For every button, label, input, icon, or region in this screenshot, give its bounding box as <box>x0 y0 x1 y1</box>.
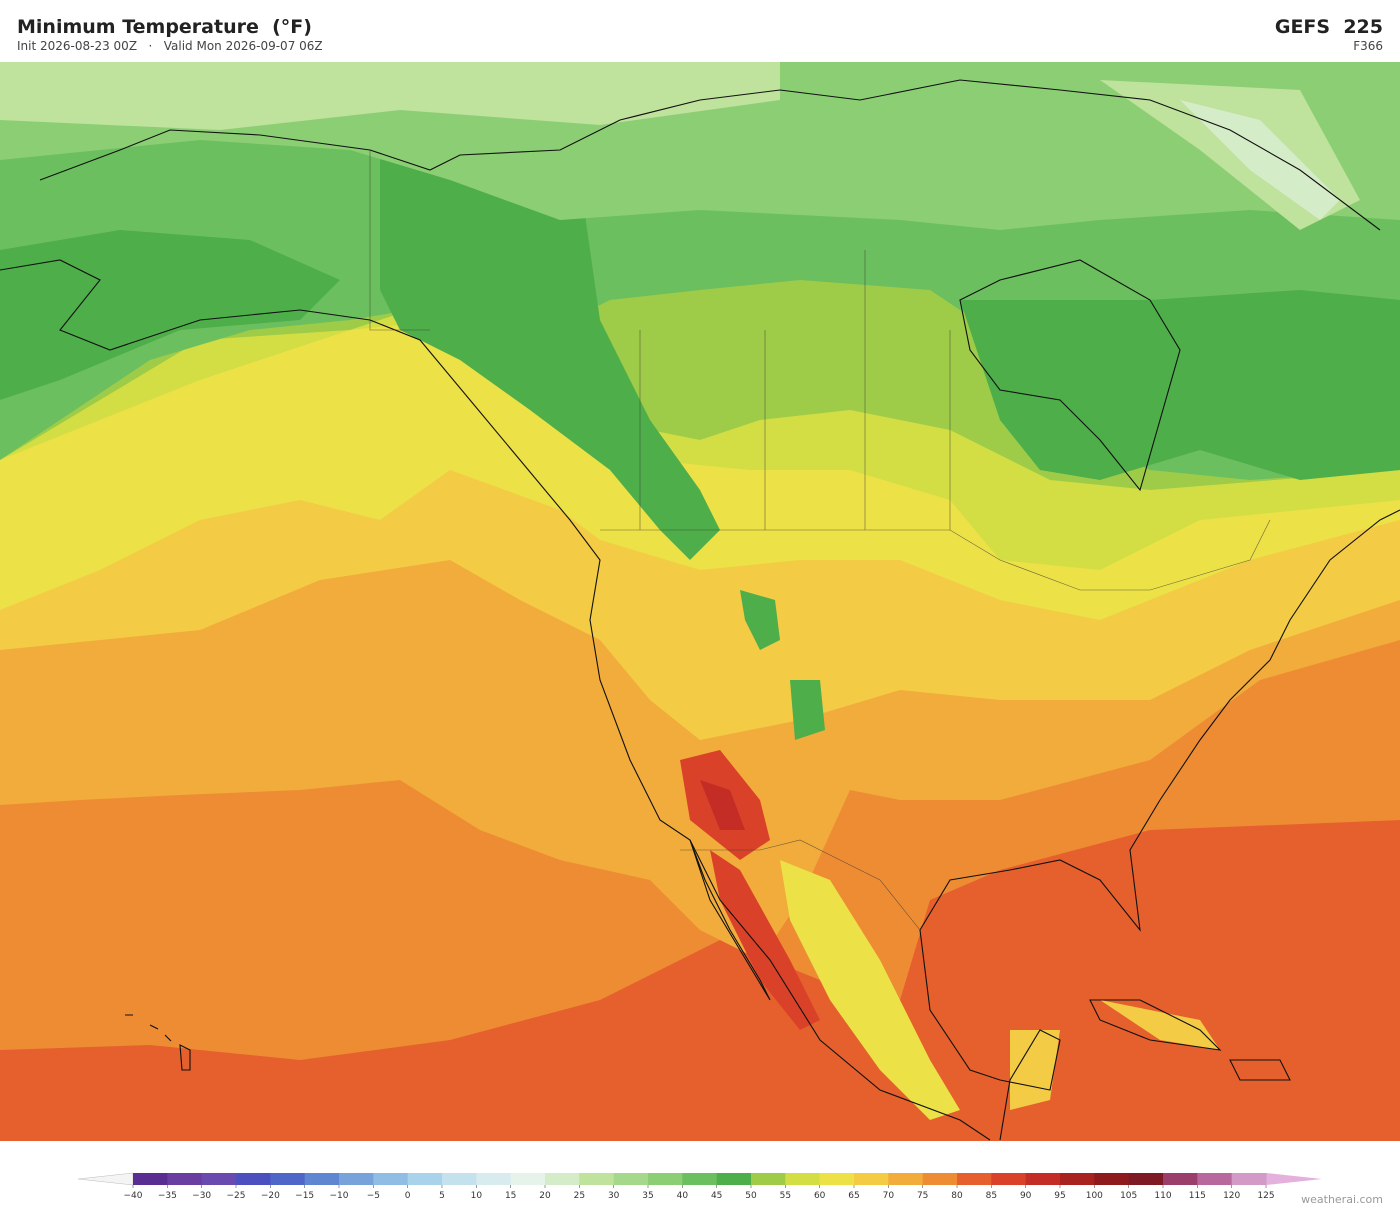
colorbar-under <box>77 1172 134 1186</box>
colorbar-bin <box>373 1173 409 1185</box>
field <box>0 62 1360 230</box>
coastline <box>919 509 1400 1141</box>
colorbar-bin <box>579 1173 615 1185</box>
colorbar-bin <box>613 1173 649 1185</box>
colorbar-bin <box>957 1173 992 1185</box>
tick-label: −5 <box>367 1191 380 1201</box>
tick-label: 70 <box>883 1191 895 1201</box>
tick-label: 10 <box>471 1191 483 1201</box>
colorbar-bin <box>236 1173 271 1185</box>
tick-label: 5 <box>439 1191 445 1201</box>
tick-label: 20 <box>539 1191 551 1201</box>
colorbar-bin <box>1197 1173 1233 1185</box>
tick-label: 95 <box>1054 1191 1065 1201</box>
title: Minimum Temperature (°F) <box>17 16 312 38</box>
colorbar-bin <box>785 1173 821 1185</box>
colorbar-bin <box>716 1173 752 1185</box>
subtitle: Init 2026-08-23 00Z · Valid Mon 2026-09-… <box>17 39 323 53</box>
tick-label: 80 <box>951 1191 963 1201</box>
forecast-hour: F366 <box>1353 39 1383 53</box>
model-label: GEFS 225 <box>1274 16 1383 38</box>
colorbar-over <box>1266 1173 1322 1185</box>
colorbar-bin <box>751 1173 786 1185</box>
coastline <box>689 839 771 1001</box>
colorbar-bin <box>1163 1173 1198 1185</box>
tick-label: 15 <box>505 1191 516 1201</box>
field <box>1010 1000 1220 1110</box>
tick-label: 120 <box>1223 1191 1240 1201</box>
colorbar-bin <box>682 1173 718 1185</box>
tick-label: −30 <box>192 1191 211 1201</box>
tick-label: 115 <box>1189 1191 1206 1201</box>
colorbar-bin <box>1094 1173 1130 1185</box>
field <box>780 860 960 1120</box>
colorbar-bin <box>510 1173 546 1185</box>
colorbar-bin <box>1060 1173 1095 1185</box>
colorbar-bin <box>476 1173 512 1185</box>
credit: weatherai.com <box>1301 1193 1383 1206</box>
tick-label: 50 <box>745 1191 757 1201</box>
tick-label: 40 <box>677 1191 689 1201</box>
tick-label: 45 <box>711 1191 722 1201</box>
colorbar-bin <box>819 1173 855 1185</box>
tick-label: 85 <box>986 1191 997 1201</box>
coastline <box>0 259 991 1141</box>
tick-label: 125 <box>1257 1191 1274 1201</box>
colorbar-bin <box>648 1173 683 1185</box>
colorbar-bin <box>270 1173 306 1185</box>
field <box>960 290 1400 480</box>
colorbar-bin <box>304 1173 340 1185</box>
map <box>0 62 1400 1141</box>
colorbar-bin <box>1231 1173 1267 1185</box>
tick-label: −35 <box>158 1191 177 1201</box>
colorbar-bin <box>888 1173 924 1185</box>
colorbar-bin <box>339 1173 374 1185</box>
tick-label: −20 <box>261 1191 280 1201</box>
colorbar-bin <box>991 1173 1027 1185</box>
coastline <box>125 1014 191 1071</box>
colorbar-bin <box>854 1173 889 1185</box>
tick-label: 60 <box>814 1191 826 1201</box>
colorbar-bin <box>1128 1173 1164 1185</box>
colorbar-bin <box>201 1173 237 1185</box>
tick-label: 35 <box>642 1191 653 1201</box>
field <box>700 780 745 830</box>
tick-label: 25 <box>574 1191 585 1201</box>
tick-label: 55 <box>780 1191 791 1201</box>
coastline <box>1089 999 1291 1081</box>
colorbar-bin <box>922 1173 958 1185</box>
borders <box>369 150 1271 931</box>
tick-label: −15 <box>295 1191 314 1201</box>
tick-label: 65 <box>848 1191 859 1201</box>
tick-label: −10 <box>330 1191 349 1201</box>
tick-label: 110 <box>1154 1191 1171 1201</box>
tick-label: 30 <box>608 1191 620 1201</box>
field <box>380 150 720 560</box>
coastline <box>39 79 1381 231</box>
colorbar-bin <box>407 1173 443 1185</box>
tick-label: 75 <box>917 1191 928 1201</box>
tick-label: −25 <box>227 1191 246 1201</box>
tick-label: 105 <box>1120 1191 1137 1201</box>
field <box>680 750 820 1030</box>
colorbar-bin <box>167 1173 203 1185</box>
field <box>1180 100 1340 220</box>
field <box>740 590 825 740</box>
colorbar-bin <box>442 1173 477 1185</box>
colorbar: −40 −35 −30 −25 −20 −15 −10 −5 0 5 10 15 20 25 30 35 40 4… <box>77 1172 1322 1201</box>
border <box>639 250 951 931</box>
tick-label: 100 <box>1086 1191 1103 1201</box>
coastline <box>959 259 1181 492</box>
tick-label: −40 <box>124 1191 143 1201</box>
colorbar-bin <box>1025 1173 1061 1185</box>
tick-label: 90 <box>1020 1191 1032 1201</box>
colorbar-bin <box>545 1173 580 1185</box>
tick-label: 0 <box>405 1191 411 1201</box>
coastline <box>0 79 1400 1141</box>
colorbar-bin <box>133 1173 168 1185</box>
